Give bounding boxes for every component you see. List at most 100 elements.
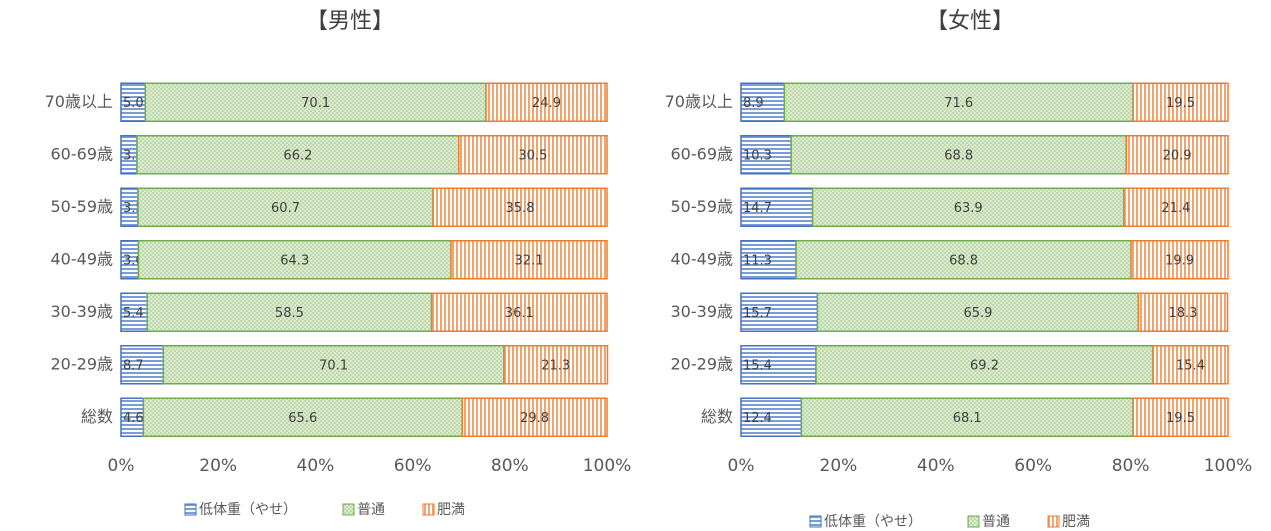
- bar-segment: [137, 187, 434, 227]
- data-label: 68.8: [944, 148, 973, 163]
- data-label: 58.5: [275, 306, 304, 321]
- data-label: 10.3: [743, 148, 772, 163]
- data-label: 5.4: [123, 306, 144, 321]
- legend-label: 低体重（やせ）: [199, 502, 297, 518]
- bar-segment: [142, 397, 463, 437]
- x-tick-label: 80%: [491, 456, 529, 476]
- data-label: 20.9: [1163, 148, 1192, 163]
- y-tick-label: 30-39歳: [51, 302, 114, 321]
- data-label: 8.7: [123, 358, 144, 373]
- legend-label: 肥満: [437, 502, 465, 518]
- chart-title: 【男性】: [306, 9, 394, 34]
- legend-label: 低体重（やせ）: [824, 514, 922, 530]
- data-label: 19.5: [1166, 411, 1195, 426]
- data-label: 65.6: [288, 411, 317, 426]
- bar-segment: [1125, 135, 1229, 175]
- bar-segment: [790, 135, 1127, 175]
- x-tick-label: 20%: [199, 456, 237, 476]
- data-label: 12.4: [743, 411, 772, 426]
- y-tick-label: 総数: [701, 407, 733, 426]
- data-label: 21.4: [1161, 201, 1190, 216]
- data-label: 21.3: [541, 358, 570, 373]
- y-tick-label: 総数: [81, 407, 113, 426]
- y-tick-label: 30-39歳: [671, 302, 734, 321]
- data-label: 5.0: [123, 96, 144, 111]
- legend-swatch: [422, 503, 435, 516]
- bar-segment: [1132, 397, 1229, 437]
- x-tick-label: 60%: [1014, 456, 1052, 476]
- y-tick-label: 20-29歳: [671, 354, 734, 373]
- data-label: 68.8: [949, 253, 978, 268]
- data-label: 70.1: [319, 358, 348, 373]
- data-label: 69.2: [970, 358, 999, 373]
- x-tick-label: 80%: [1112, 456, 1150, 476]
- data-label: 14.7: [743, 201, 772, 216]
- x-tick-label: 60%: [394, 456, 432, 476]
- data-label: 36.1: [505, 306, 534, 321]
- bar-segment: [120, 82, 147, 122]
- data-label: 66.2: [283, 148, 312, 163]
- legend-label: 普通: [357, 502, 385, 518]
- y-tick-label: 60-69歳: [51, 144, 114, 163]
- data-label: 35.8: [506, 201, 535, 216]
- legend-swatch: [342, 503, 355, 516]
- x-tick-label: 100%: [583, 456, 632, 476]
- data-label: 4.6: [123, 411, 144, 426]
- bar-segment: [1130, 240, 1229, 280]
- data-label: 24.9: [532, 96, 561, 111]
- x-tick-label: 40%: [297, 456, 335, 476]
- bar-segment: [783, 82, 1134, 122]
- data-label: 11.3: [743, 253, 772, 268]
- y-tick-label: 40-49歳: [51, 249, 114, 268]
- legend-swatch: [184, 503, 197, 516]
- data-label: 30.5: [518, 148, 547, 163]
- data-label: 29.8: [520, 411, 549, 426]
- data-label: 18.3: [1168, 306, 1197, 321]
- y-tick-label: 50-59歳: [671, 197, 734, 216]
- bar-segment: [503, 345, 609, 385]
- data-label: 15.4: [743, 358, 772, 373]
- data-label: 70.1: [301, 96, 330, 111]
- bar-segment: [816, 292, 1140, 332]
- bar-segment: [1123, 187, 1229, 227]
- bar-segment: [1137, 292, 1229, 332]
- data-label: 68.1: [953, 411, 982, 426]
- data-label: 60.7: [271, 201, 300, 216]
- bar-segment: [450, 240, 608, 280]
- bar-segment: [458, 135, 608, 175]
- y-tick-label: 60-69歳: [671, 144, 734, 163]
- data-label: 71.6: [944, 96, 973, 111]
- data-label: 8.9: [743, 96, 764, 111]
- legend-label: 普通: [982, 514, 1010, 530]
- bar-segment: [432, 187, 608, 227]
- data-label: 15.4: [1176, 358, 1205, 373]
- data-label: 19.5: [1166, 96, 1195, 111]
- bar-segment: [740, 345, 817, 385]
- legend-swatch: [809, 515, 822, 528]
- bar-segment: [800, 397, 1134, 437]
- y-tick-label: 70歳以上: [45, 92, 113, 111]
- data-label: 65.9: [963, 306, 992, 321]
- legend-swatch: [967, 515, 980, 528]
- data-label: 64.3: [280, 253, 309, 268]
- x-tick-label: 0%: [728, 456, 755, 476]
- bar-segment: [485, 82, 608, 122]
- data-label: 32.1: [515, 253, 544, 268]
- bar-segment: [740, 135, 792, 175]
- bar-segment: [162, 345, 505, 385]
- bar-segment: [811, 187, 1125, 227]
- y-tick-label: 70歳以上: [665, 92, 733, 111]
- bar-segment: [740, 292, 819, 332]
- bar-segment: [740, 240, 797, 280]
- legend-label: 肥満: [1062, 514, 1090, 530]
- bar-segment: [740, 397, 803, 437]
- data-label: 19.9: [1165, 253, 1194, 268]
- bar-segment: [461, 397, 608, 437]
- x-tick-label: 40%: [917, 456, 955, 476]
- x-tick-label: 100%: [1204, 456, 1253, 476]
- x-tick-label: 0%: [108, 456, 135, 476]
- y-tick-label: 40-49歳: [671, 249, 734, 268]
- bar-segment: [1152, 345, 1229, 385]
